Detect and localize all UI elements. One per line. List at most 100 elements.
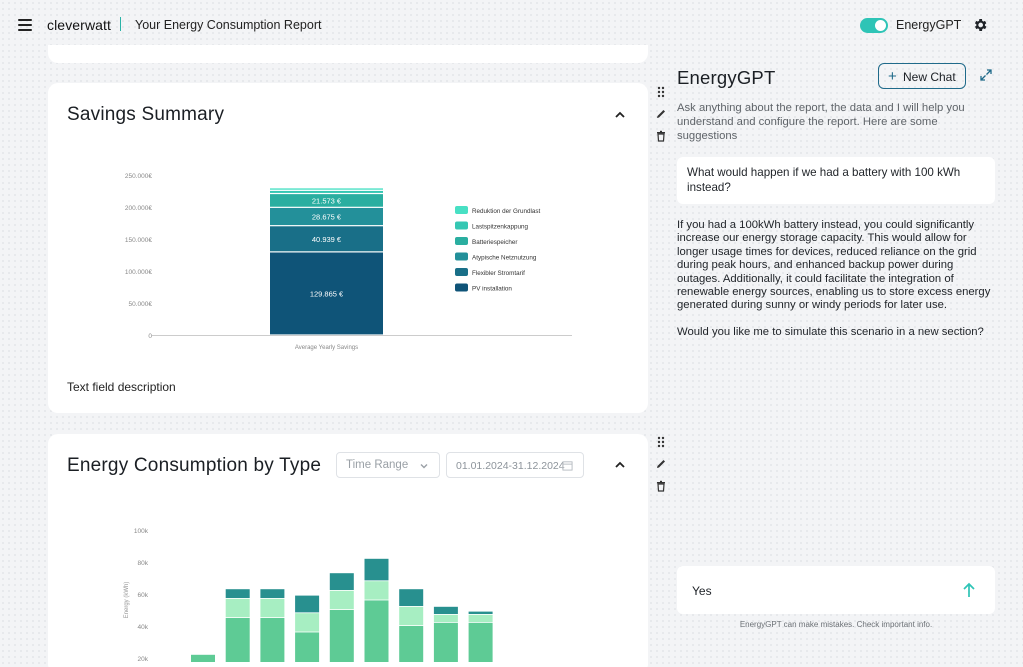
bar-segment xyxy=(468,622,493,662)
bar-segment xyxy=(295,632,320,662)
drag-handle-icon[interactable] xyxy=(655,86,667,98)
legend-swatch xyxy=(455,252,468,261)
bar-segment xyxy=(260,598,285,618)
energygpt-title: EnergyGPT xyxy=(677,67,776,88)
bar-segment xyxy=(270,226,383,252)
chevron-up-icon[interactable] xyxy=(613,458,627,472)
legend-swatch xyxy=(455,237,468,245)
bar-segment xyxy=(191,654,215,662)
bar-segment xyxy=(433,606,458,614)
legend-entry: Lastspitzenkappung xyxy=(472,224,529,231)
chevron-up-icon[interactable] xyxy=(613,108,627,122)
bar-segment xyxy=(329,590,354,610)
bar-segment xyxy=(468,611,493,614)
legend-swatch xyxy=(455,268,468,276)
y-tick-label: 150.000€ xyxy=(125,237,152,244)
bar-segment xyxy=(364,600,389,662)
top-bar: cleverwatt Your Energy Consumption Repor… xyxy=(0,0,1023,50)
pencil-icon[interactable] xyxy=(655,458,667,470)
date-range-value: 01.01.2024-31.12.2024 xyxy=(456,460,565,472)
bar-segment xyxy=(225,598,250,618)
trash-icon[interactable] xyxy=(655,130,667,142)
bar-segment xyxy=(270,190,383,193)
plus-icon: + xyxy=(888,68,897,85)
y-tick-label: 40k xyxy=(138,624,149,631)
drag-handle-icon[interactable] xyxy=(655,436,667,448)
bar-segment xyxy=(364,581,389,600)
previous-section-card xyxy=(48,45,648,63)
bar-segment xyxy=(433,614,458,622)
energygpt-toggle[interactable] xyxy=(860,18,888,33)
bar-segment xyxy=(225,589,250,598)
y-tick-label: 20k xyxy=(138,656,149,662)
data-label: 40.939 € xyxy=(312,235,342,244)
savings-description: Text field description xyxy=(67,380,176,394)
time-range-placeholder: Time Range xyxy=(346,459,409,471)
new-chat-label: New Chat xyxy=(903,70,956,84)
reply-paragraph: If you had a 100kWh battery instead, you… xyxy=(677,219,991,312)
bar-segment xyxy=(270,252,383,335)
disclaimer-text: EnergyGPT can make mistakes. Check impor… xyxy=(739,620,933,629)
bar-segment xyxy=(329,573,354,590)
y-tick-label: 50.000€ xyxy=(129,301,153,308)
bar-segment xyxy=(270,188,383,190)
bar-segment xyxy=(399,606,424,626)
bar-segment xyxy=(364,558,389,581)
send-arrow-icon[interactable] xyxy=(961,581,977,599)
savings-summary-card: Savings Summary 0 50.000€ 100.000€ 150.000€… xyxy=(48,83,648,413)
x-tick-label: Average Yearly Savings xyxy=(295,345,358,351)
savings-chart: 0 50.000€ 100.000€ 150.000€ 200.000€ 250.000€… xyxy=(125,173,572,351)
expand-icon[interactable] xyxy=(980,69,992,81)
menu-icon[interactable] xyxy=(18,19,32,31)
pencil-icon[interactable] xyxy=(655,108,667,120)
data-label: 28.675 € xyxy=(312,213,342,222)
energygpt-toggle-label: EnergyGPT xyxy=(896,18,962,32)
bar-segment xyxy=(260,618,285,662)
gear-icon[interactable] xyxy=(972,17,988,33)
legend-swatch xyxy=(455,221,468,230)
calendar-icon xyxy=(562,461,573,471)
legend-entry: Atypische Netznutzung xyxy=(472,255,537,262)
bar-segment xyxy=(260,589,285,598)
chevron-down-icon xyxy=(420,464,428,469)
assistant-reply: If you had a 100kWh battery instead, you… xyxy=(677,219,995,353)
savings-summary-title: Savings Summary xyxy=(67,104,225,125)
legend-entry: Batteriespeicher xyxy=(472,239,518,246)
legend-entry: Reduktion der Grundlast xyxy=(472,208,541,215)
reply-paragraph: Would you like me to simulate this scena… xyxy=(677,326,984,339)
bar-segment xyxy=(433,622,458,662)
bar-segment xyxy=(468,614,493,622)
legend-entry: PV installation xyxy=(472,286,512,293)
y-axis-label: Energy (kWh) xyxy=(124,582,130,619)
y-tick-label: 80k xyxy=(138,560,149,567)
brand-divider xyxy=(120,17,121,31)
y-tick-label: 250.000€ xyxy=(125,173,152,180)
bar-segment xyxy=(295,595,320,613)
new-chat-button[interactable]: + New Chat xyxy=(878,63,966,89)
energygpt-intro: Ask anything about the report, the data … xyxy=(677,102,965,142)
y-tick-label: 0 xyxy=(148,333,152,340)
time-range-select[interactable]: Time Range xyxy=(336,452,440,478)
y-tick-label: 100.000€ xyxy=(125,269,152,276)
consumption-section-tools xyxy=(655,436,671,502)
y-tick-label: 100k xyxy=(134,528,149,535)
legend-swatch xyxy=(455,206,468,214)
date-range-picker[interactable]: 01.01.2024-31.12.2024 xyxy=(446,452,584,478)
bar-segment xyxy=(295,613,320,632)
trash-icon[interactable] xyxy=(655,480,667,492)
user-message: What would happen if we had a battery wi… xyxy=(677,157,995,204)
report-title: Your Energy Consumption Report xyxy=(135,18,322,32)
bar-segment xyxy=(270,194,383,207)
data-label: 129.865 € xyxy=(310,289,344,298)
bar-segment xyxy=(399,589,424,606)
consumption-chart: 20k 40k 60k 80k 100k Energy (kWh) xyxy=(124,528,493,662)
bar-segment xyxy=(329,610,354,662)
bar-segment xyxy=(270,207,383,226)
y-tick-label: 200.000€ xyxy=(125,205,152,212)
chat-input[interactable]: Yes xyxy=(677,566,995,614)
savings-section-tools xyxy=(655,86,671,152)
energy-consumption-card: Energy Consumption by Type Time Range 01… xyxy=(48,434,648,667)
y-tick-label: 60k xyxy=(138,592,149,599)
legend-swatch xyxy=(455,283,468,292)
bar-segment xyxy=(225,618,250,662)
